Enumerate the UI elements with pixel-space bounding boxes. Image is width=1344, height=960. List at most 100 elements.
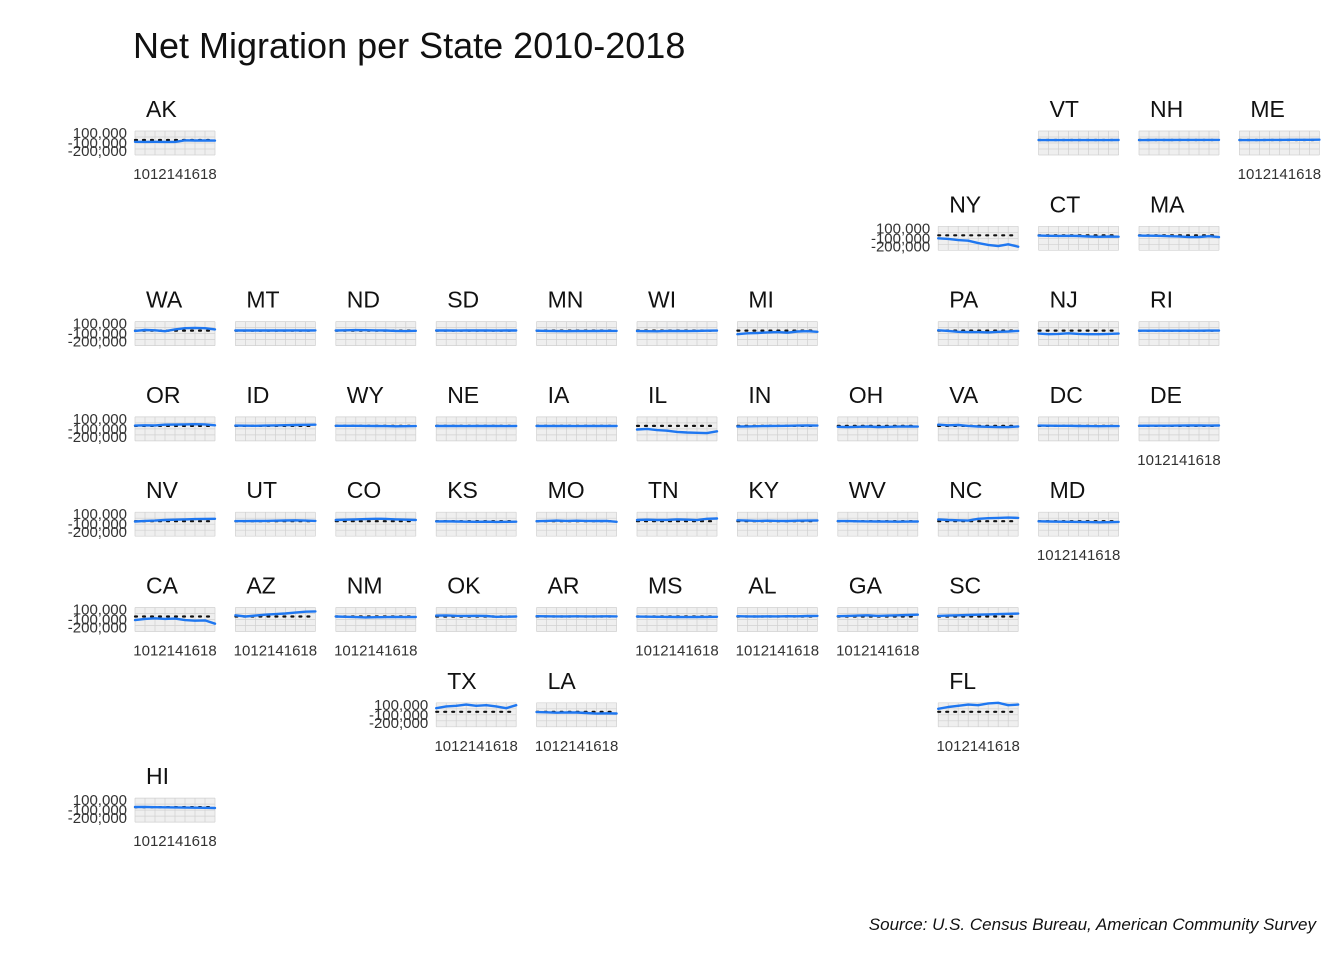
series-line — [635, 615, 719, 619]
x-tick-label: 12 — [150, 166, 167, 183]
y-tick-label: 100,000 — [73, 792, 127, 809]
series-line — [937, 329, 1020, 334]
y-tick-label: -100,000 — [68, 326, 127, 343]
panel-grid — [737, 416, 818, 442]
state-label: NM — [347, 573, 383, 599]
panel-grid — [636, 416, 718, 442]
panel-grid — [536, 607, 617, 632]
panel-grid — [1038, 416, 1119, 442]
x-tick-label: 12 — [1054, 547, 1071, 564]
series-line — [133, 139, 217, 144]
state-panel-me: ME 1012141618 — [1238, 96, 1321, 183]
x-tick-label: 12 — [853, 643, 870, 660]
state-label: TN — [648, 477, 679, 503]
x-tick-label: 16 — [183, 833, 200, 850]
x-tick-label: 10 — [836, 643, 853, 660]
y-tick-label: -100,000 — [68, 802, 127, 819]
x-tick-label: 18 — [903, 643, 920, 660]
state-panel-nc: NC — [937, 477, 1020, 537]
x-tick-label: 18 — [1104, 547, 1121, 564]
x-tick-label: 14 — [1171, 452, 1188, 469]
state-panel-ri: RI — [1137, 287, 1221, 346]
y-tick-label: -100,000 — [68, 612, 127, 629]
state-label: DC — [1050, 382, 1083, 408]
state-label: GA — [849, 573, 883, 599]
y-tick-label: -200,000 — [369, 715, 428, 732]
series-line — [334, 328, 417, 333]
series-line — [1037, 520, 1120, 524]
series-line — [937, 612, 1020, 618]
state-label: WV — [849, 477, 887, 503]
series-line — [435, 614, 518, 618]
state-label: VT — [1050, 96, 1079, 122]
x-tick-label: 12 — [1254, 166, 1271, 183]
x-tick-label: 12 — [1154, 452, 1171, 469]
series-line — [234, 610, 317, 618]
series-line — [234, 519, 317, 523]
state-panel-in: IN — [736, 382, 819, 442]
y-tick-label: 100,000 — [876, 220, 930, 237]
series-line — [937, 701, 1020, 710]
state-panel-mi: MI — [736, 287, 819, 346]
state-panel-oh: OH — [836, 382, 919, 442]
x-tick-label: 14 — [367, 643, 384, 660]
state-label: IA — [548, 382, 570, 408]
series-line — [937, 516, 1020, 522]
panel-grid — [837, 416, 919, 442]
y-tick-label: 100,000 — [73, 506, 127, 523]
x-tick-label: 18 — [401, 643, 418, 660]
x-tick-label: 10 — [1137, 452, 1154, 469]
state-panel-hi: HI 100,000-100,000-200,000 1012141618 — [68, 763, 217, 850]
panel-grid — [536, 321, 617, 346]
series-line — [133, 617, 217, 625]
x-tick-labels: 1012141618 — [936, 738, 1019, 755]
x-tick-label: 12 — [552, 738, 569, 755]
x-tick-label: 14 — [669, 643, 686, 660]
state-panel-co: CO — [334, 477, 417, 537]
x-tick-label: 18 — [1304, 166, 1321, 183]
x-tick-label: 12 — [250, 643, 267, 660]
x-tick-label: 10 — [1238, 166, 1255, 183]
state-panel-tx: TX 100,000-100,000-200,000 1012141618 — [369, 668, 518, 755]
panel-grid — [1138, 225, 1220, 251]
x-tick-label: 16 — [384, 643, 401, 660]
state-label: TX — [447, 668, 476, 694]
state-label: VA — [949, 382, 979, 408]
series-line — [334, 517, 417, 522]
x-tick-label: 16 — [183, 166, 200, 183]
x-tick-label: 16 — [1087, 547, 1104, 564]
y-tick-label: -100,000 — [68, 135, 127, 152]
state-label: ID — [246, 382, 269, 408]
series-line — [635, 329, 719, 333]
state-panel-ky: KY — [736, 477, 819, 537]
state-label: MI — [748, 287, 774, 313]
series-line — [736, 614, 819, 618]
state-panel-ok: OK — [435, 573, 518, 632]
panel-grid — [837, 607, 919, 632]
x-tick-label: 18 — [300, 643, 317, 660]
panel-grid — [235, 511, 316, 537]
x-tick-label: 12 — [953, 738, 970, 755]
x-tick-label: 18 — [200, 833, 217, 850]
series-line — [736, 424, 819, 428]
state-panel-wy: WY — [334, 382, 417, 442]
panel-grid — [837, 511, 919, 537]
series-line — [736, 519, 819, 523]
panel-grid — [134, 797, 216, 823]
x-tick-labels: 1012141618 — [535, 738, 618, 755]
state-label: ND — [347, 287, 380, 313]
panel-grid — [636, 607, 718, 632]
x-tick-label: 14 — [568, 738, 585, 755]
series-line — [1037, 424, 1120, 428]
series-line — [535, 329, 618, 333]
state-label: NC — [949, 477, 982, 503]
y-tick-label: -200,000 — [871, 238, 930, 255]
state-panel-tn: TN — [635, 477, 719, 537]
x-tick-label: 16 — [1187, 452, 1204, 469]
x-tick-labels: 1012141618 — [1137, 452, 1220, 469]
state-panel-pa: PA — [937, 287, 1020, 346]
panel-grid — [134, 511, 216, 537]
state-panel-ct: CT — [1037, 191, 1120, 251]
panel-grid — [335, 607, 417, 632]
